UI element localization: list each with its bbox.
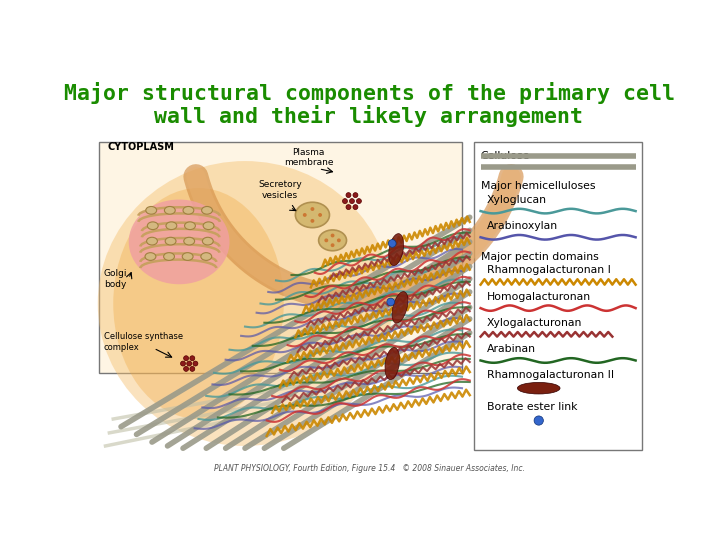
Text: Arabinoxylan: Arabinoxylan xyxy=(487,221,558,231)
Ellipse shape xyxy=(145,253,156,260)
Text: Major pectin domains: Major pectin domains xyxy=(481,252,598,261)
Circle shape xyxy=(330,244,335,247)
Text: Borate ester link: Borate ester link xyxy=(487,402,577,413)
Circle shape xyxy=(310,219,315,223)
Text: Rhamnogalacturonan II: Rhamnogalacturonan II xyxy=(487,370,614,380)
Ellipse shape xyxy=(98,161,392,446)
Ellipse shape xyxy=(165,237,176,245)
Ellipse shape xyxy=(203,222,214,230)
Text: wall and their likely arrangement: wall and their likely arrangement xyxy=(155,105,583,127)
Circle shape xyxy=(324,239,328,242)
Ellipse shape xyxy=(145,206,157,214)
Circle shape xyxy=(318,213,322,217)
Circle shape xyxy=(356,199,361,204)
Ellipse shape xyxy=(147,237,158,245)
Ellipse shape xyxy=(184,237,194,245)
Circle shape xyxy=(303,213,307,217)
Ellipse shape xyxy=(385,348,400,380)
Text: Rhamnogalacturonan I: Rhamnogalacturonan I xyxy=(487,265,611,275)
Ellipse shape xyxy=(392,292,408,323)
Text: Secretory
vesicles: Secretory vesicles xyxy=(258,180,302,200)
Circle shape xyxy=(337,239,341,242)
Circle shape xyxy=(349,199,354,204)
Text: Major hemicelluloses: Major hemicelluloses xyxy=(481,181,595,192)
Text: Major structural components of the primary cell: Major structural components of the prima… xyxy=(63,82,675,104)
Ellipse shape xyxy=(129,200,230,284)
Circle shape xyxy=(534,416,544,425)
Circle shape xyxy=(346,193,351,198)
Circle shape xyxy=(186,361,192,366)
Ellipse shape xyxy=(164,206,175,214)
Ellipse shape xyxy=(113,188,284,419)
Circle shape xyxy=(181,361,186,366)
Circle shape xyxy=(190,367,195,372)
Ellipse shape xyxy=(182,253,193,260)
Text: Xylogalacturonan: Xylogalacturonan xyxy=(487,318,582,328)
Ellipse shape xyxy=(319,230,346,251)
Circle shape xyxy=(330,234,335,238)
Ellipse shape xyxy=(295,202,330,228)
Circle shape xyxy=(310,207,315,211)
Text: Xyloglucan: Xyloglucan xyxy=(487,194,546,205)
Ellipse shape xyxy=(183,206,194,214)
Text: PLANT PHYSIOLOGY, Fourth Edition, Figure 15.4   © 2008 Sinauer Associates, Inc.: PLANT PHYSIOLOGY, Fourth Edition, Figure… xyxy=(214,464,524,473)
Text: Cellulose synthase
complex: Cellulose synthase complex xyxy=(104,332,183,352)
Text: Arabinan: Arabinan xyxy=(487,344,536,354)
Circle shape xyxy=(388,240,396,247)
Circle shape xyxy=(353,205,358,210)
Ellipse shape xyxy=(184,222,195,230)
Ellipse shape xyxy=(202,237,213,245)
Text: Homogalacturonan: Homogalacturonan xyxy=(487,292,591,301)
Circle shape xyxy=(193,361,198,366)
Circle shape xyxy=(343,199,348,204)
Ellipse shape xyxy=(389,234,403,266)
Ellipse shape xyxy=(518,382,560,394)
Ellipse shape xyxy=(163,253,174,260)
Circle shape xyxy=(387,298,395,306)
Circle shape xyxy=(353,193,358,198)
Text: Cellulose: Cellulose xyxy=(481,151,530,161)
Bar xyxy=(99,142,462,373)
Circle shape xyxy=(346,205,351,210)
Ellipse shape xyxy=(148,222,158,230)
Circle shape xyxy=(184,367,189,372)
Circle shape xyxy=(184,356,189,361)
Text: Golgi
body: Golgi body xyxy=(104,269,127,288)
Text: CYTOPLASM: CYTOPLASM xyxy=(107,141,174,152)
Bar xyxy=(474,142,642,450)
Text: Plasma
membrane: Plasma membrane xyxy=(284,148,333,167)
Ellipse shape xyxy=(202,206,212,214)
Ellipse shape xyxy=(166,222,177,230)
Circle shape xyxy=(190,356,195,361)
Ellipse shape xyxy=(201,253,212,260)
